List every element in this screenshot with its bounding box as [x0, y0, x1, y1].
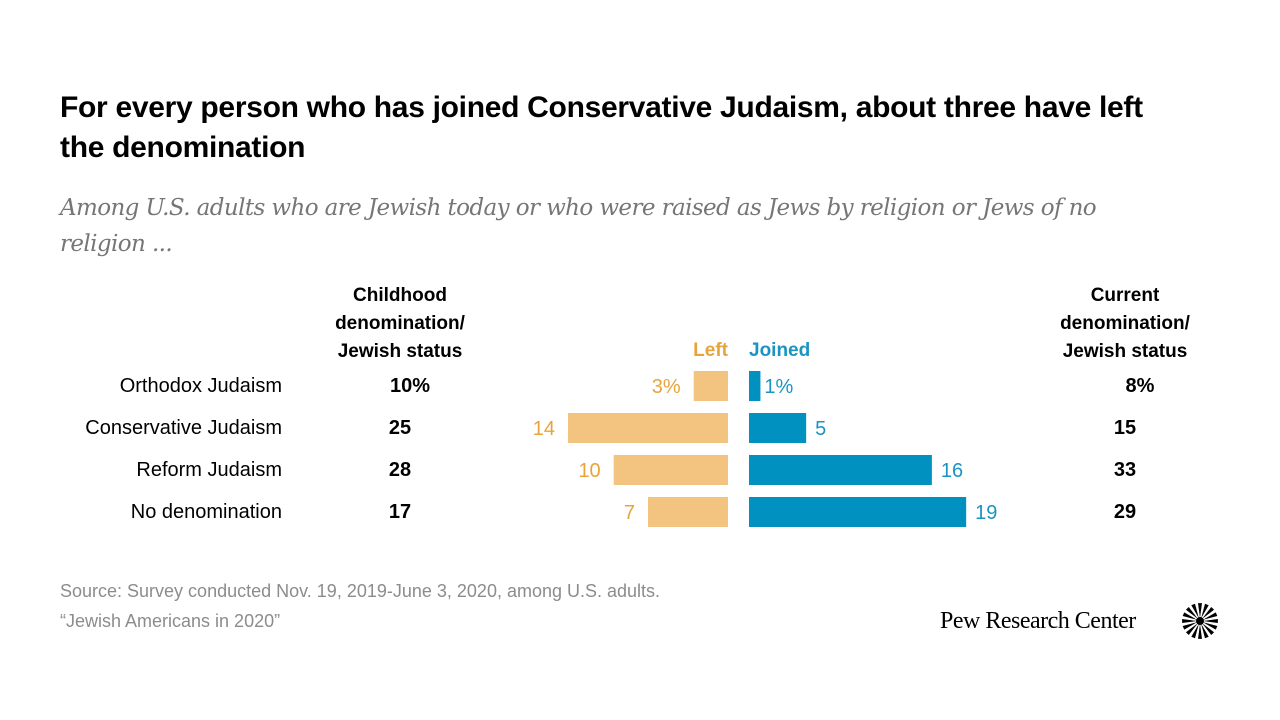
pew-logo-icon — [1182, 603, 1218, 639]
childhood-header-line: Jewish status — [337, 341, 463, 362]
bar-joined — [749, 371, 761, 401]
logo-ray — [1182, 612, 1198, 620]
logo-ray — [1191, 623, 1199, 639]
legend-joined: Joined — [749, 340, 811, 361]
bar-left — [693, 371, 728, 401]
bar-joined — [749, 455, 932, 485]
current-value: 15 — [1113, 417, 1137, 439]
bar-left — [613, 455, 728, 485]
bar-joined-label: 16 — [941, 460, 963, 482]
logo-ray — [1185, 606, 1198, 619]
bar-left-label: 14 — [533, 418, 555, 440]
logo-ray — [1201, 603, 1209, 619]
source-text: Source: Survey conducted Nov. 19, 2019-J… — [60, 581, 661, 601]
current-header-line: Current — [1090, 285, 1160, 306]
current-value: 29 — [1113, 501, 1137, 523]
bar-joined — [749, 497, 967, 527]
childhood-value: 10% — [389, 375, 431, 397]
bar-joined-label: 5 — [815, 418, 826, 440]
bar-left — [567, 413, 728, 443]
current-column-header: Current denomination/ Jewish status — [1035, 282, 1215, 366]
bar-left-label: 3% — [652, 376, 681, 398]
current-value: 33 — [1113, 459, 1137, 481]
row-label: No denomination — [130, 501, 282, 523]
logo-ray — [1182, 622, 1198, 630]
logo-ray — [1202, 623, 1215, 636]
logo-center — [1196, 617, 1204, 625]
bar-joined-label: 19 — [975, 502, 997, 524]
childhood-value: 25 — [388, 417, 412, 439]
logo-ray — [1185, 623, 1198, 636]
logo-ray — [1202, 606, 1215, 619]
chart-title: For every person who has joined Conserva… — [60, 91, 1143, 164]
childhood-header-line: Childhood — [353, 285, 447, 306]
logo-ray — [1198, 624, 1202, 639]
current-header-line: denomination/ — [1060, 313, 1190, 334]
logo-ray — [1201, 623, 1209, 639]
bar-joined-label: 1% — [764, 376, 793, 398]
logo-ray — [1203, 619, 1218, 623]
brand-name: Pew Research Center — [940, 608, 1136, 634]
source-note: Source: Survey conducted Nov. 19, 2019-J… — [60, 576, 660, 636]
bar-left — [647, 497, 728, 527]
bar-left-label: 10 — [578, 460, 600, 482]
childhood-column-header: Childhood denomination/ Jewish status — [310, 282, 490, 366]
bar-left-label: 7 — [624, 502, 635, 524]
childhood-header-line: denomination/ — [335, 313, 465, 334]
row-label: Reform Judaism — [136, 459, 282, 481]
logo-ray — [1202, 612, 1218, 620]
bar-joined — [749, 413, 807, 443]
logo-ray — [1191, 603, 1199, 619]
report-title: “Jewish Americans in 2020” — [60, 611, 281, 631]
childhood-value: 28 — [388, 459, 412, 481]
chart-subtitle: Among U.S. adults who are Jewish today o… — [60, 195, 1097, 257]
row-label: Conservative Judaism — [85, 417, 282, 439]
logo-ray — [1202, 622, 1218, 630]
legend-left: Left — [693, 340, 728, 361]
logo-ray — [1182, 619, 1197, 623]
row-label: Orthodox Judaism — [119, 375, 282, 397]
current-header-line: Jewish status — [1062, 341, 1188, 362]
logo-ray — [1198, 603, 1202, 618]
childhood-value: 17 — [388, 501, 412, 523]
current-value: 8% — [1125, 375, 1155, 397]
